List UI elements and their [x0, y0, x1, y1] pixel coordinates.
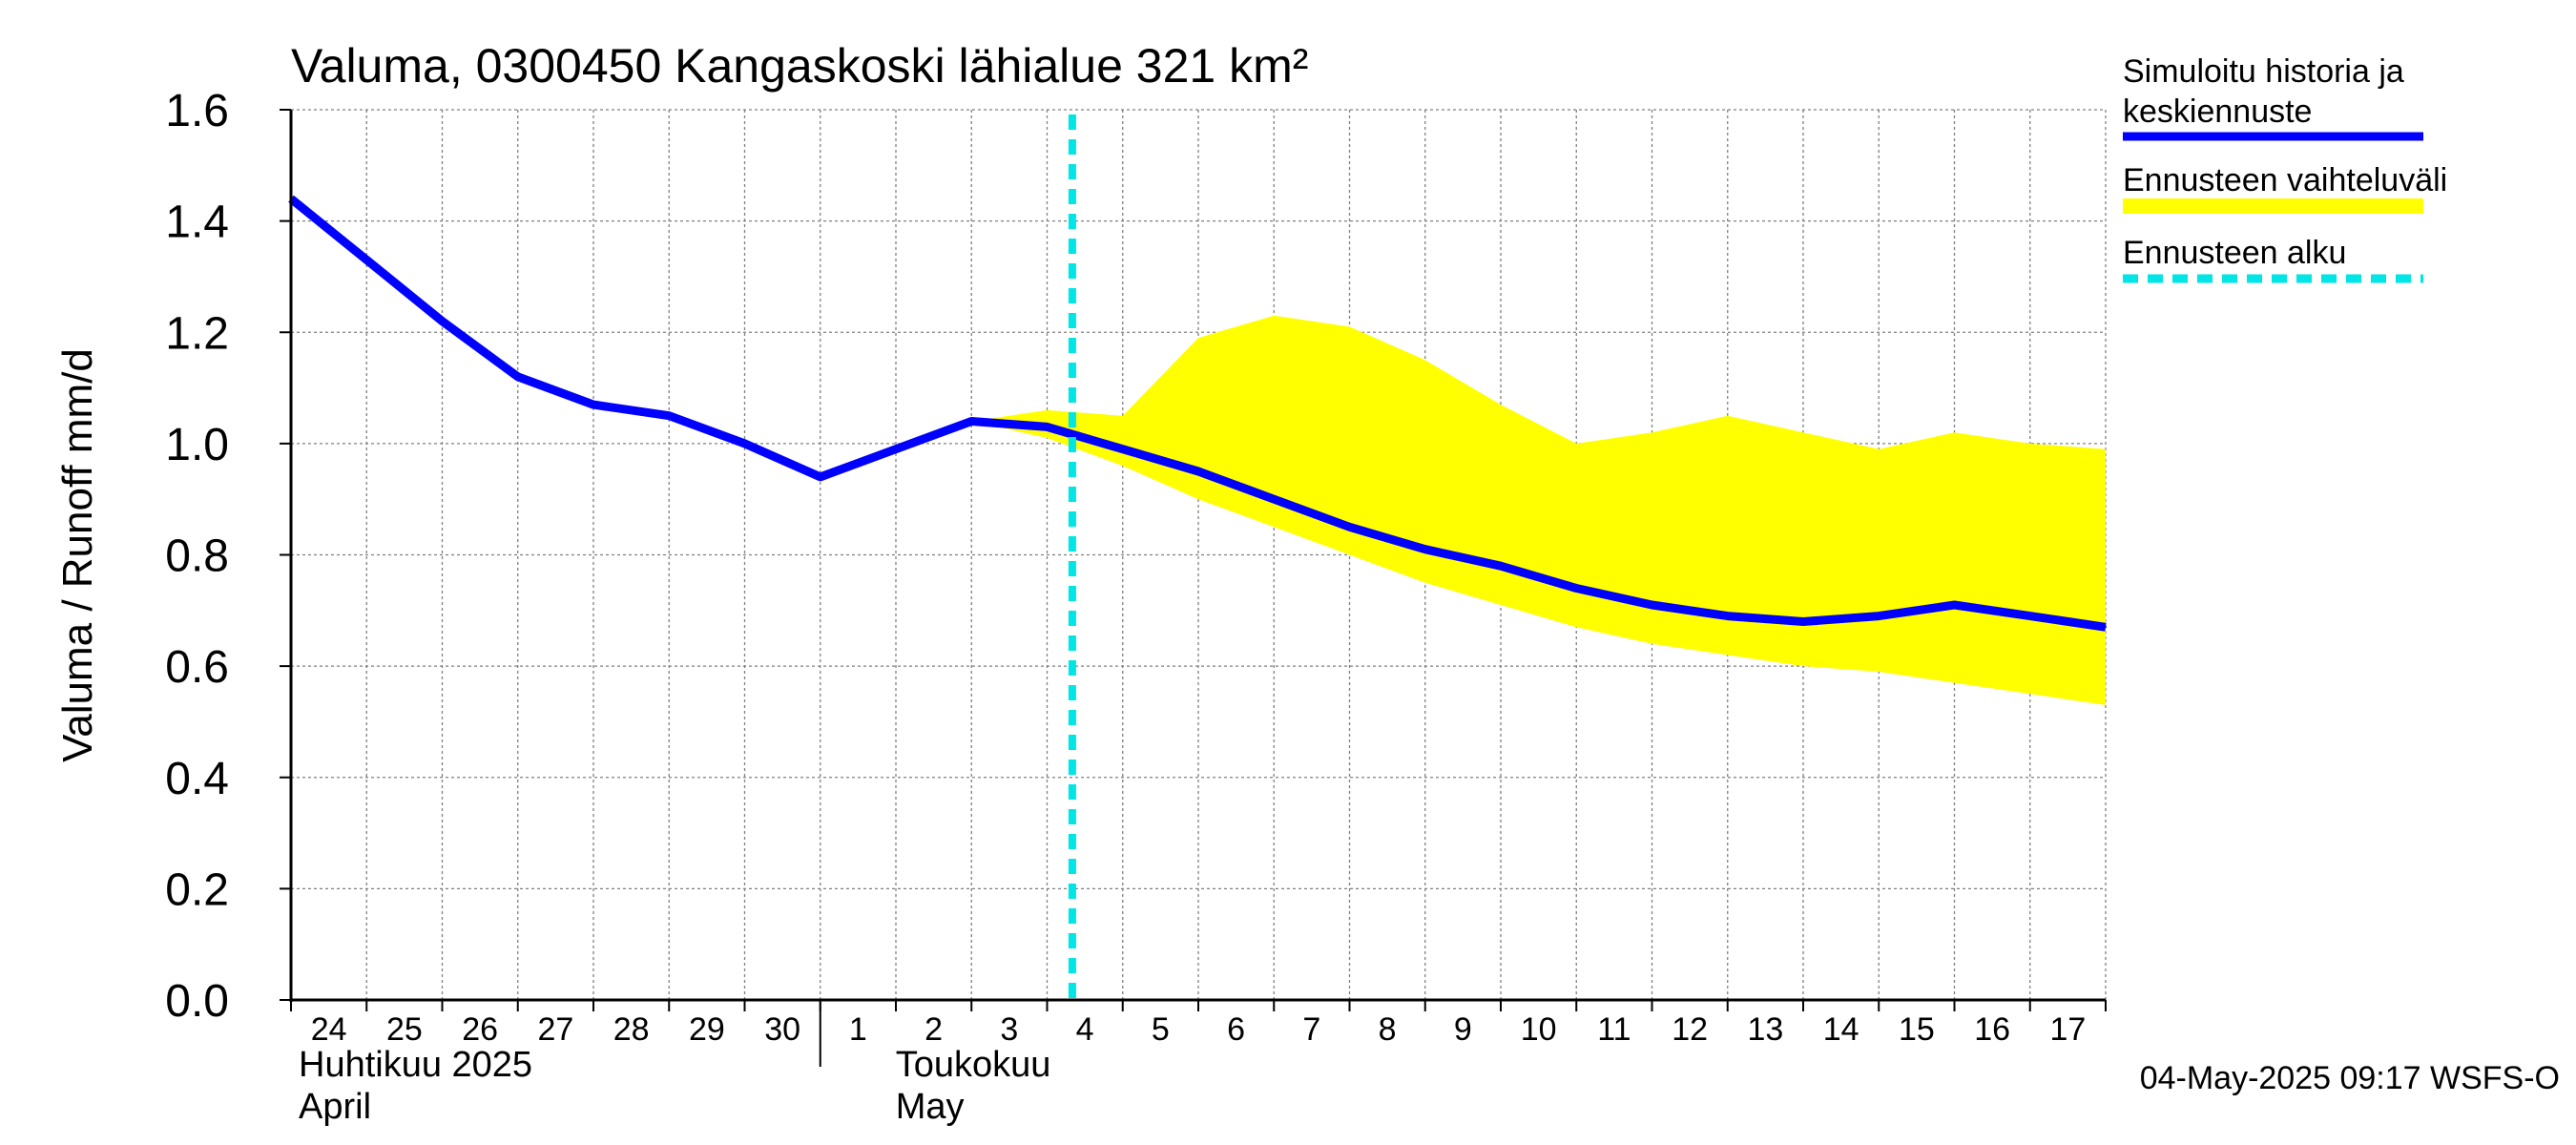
- x-tick-label: 3: [1000, 1011, 1018, 1048]
- history-point: [1197, 470, 1199, 472]
- x-tick-label: 2: [924, 1011, 943, 1048]
- history-point: [1726, 614, 1729, 617]
- x-tick-label: 28: [613, 1011, 650, 1048]
- x-tick-label: 4: [1076, 1011, 1094, 1048]
- history-point: [2028, 614, 2031, 617]
- y-tick-label: 0.6: [165, 642, 229, 693]
- legend-forecast-start-label: Ennusteen alku: [2123, 235, 2346, 271]
- legend: Simuloitu historia ja keskiennuste Ennus…: [2123, 53, 2447, 283]
- x-tick-label: 6: [1227, 1011, 1245, 1048]
- y-tick-label: 1.6: [165, 86, 229, 136]
- history-point: [1878, 614, 1880, 617]
- legend-history-label-line2: keskiennuste: [2123, 94, 2312, 130]
- x-tick-label: 16: [1974, 1011, 2010, 1048]
- history-point: [441, 320, 444, 323]
- history-point: [1273, 498, 1276, 501]
- month-label-en: April: [299, 1087, 371, 1127]
- history-point: [1348, 526, 1351, 529]
- history-point: [365, 259, 368, 261]
- axes-layer: [280, 109, 2107, 1067]
- x-tick-label: 13: [1747, 1011, 1783, 1048]
- history-point: [592, 404, 594, 406]
- y-tick-label: 1.4: [165, 198, 229, 248]
- footer-timestamp: 04-May-2025 09:17 WSFS-O: [2140, 1060, 2560, 1096]
- history-point: [1046, 426, 1049, 428]
- y-tick-label: 0.8: [165, 531, 229, 582]
- tick-label-layer: 0.00.20.40.60.81.01.21.41.624 25 26 27 28 29 3…: [165, 86, 2086, 1127]
- history-point: [743, 442, 746, 445]
- legend-history-label-line1: Simuloitu historia ja: [2123, 53, 2404, 90]
- y-tick-label: 0.0: [165, 976, 229, 1027]
- x-tick-label: 17: [2049, 1011, 2086, 1048]
- history-point: [1802, 620, 1804, 623]
- history-point: [1121, 448, 1124, 450]
- history-point: [1500, 565, 1502, 568]
- x-tick-label: 11: [1597, 1011, 1631, 1048]
- month-label-fi: Huhtikuu 2025: [299, 1045, 532, 1085]
- history-point: [895, 448, 897, 450]
- history-point: [819, 475, 821, 478]
- chart-title: Valuma, 0300450 Kangaskoski lähialue 321…: [291, 39, 1308, 93]
- x-tick-label: 8: [1379, 1011, 1397, 1048]
- x-tick-label: 25: [386, 1011, 423, 1048]
- history-point: [970, 420, 973, 423]
- x-tick-label: 26: [462, 1011, 498, 1048]
- history-point: [1651, 604, 1653, 606]
- x-tick-label: 12: [1672, 1011, 1708, 1048]
- x-tick-label: 24: [311, 1011, 347, 1048]
- forecast-range-band: [971, 315, 2106, 705]
- x-tick-label: 27: [537, 1011, 573, 1048]
- x-tick-label: 15: [1899, 1011, 1935, 1048]
- x-tick-label: 14: [1823, 1011, 1859, 1048]
- history-point: [1575, 587, 1578, 590]
- history-line-layer: [288, 114, 2107, 1000]
- range-band-layer: [971, 315, 2106, 705]
- x-tick-label: 5: [1152, 1011, 1170, 1048]
- month-label-en: May: [896, 1087, 965, 1127]
- y-tick-label: 0.4: [165, 754, 229, 804]
- y-tick-label: 0.2: [165, 864, 229, 915]
- y-axis-label: Valuma / Runoff mm/d: [54, 348, 101, 762]
- x-tick-label: 30: [764, 1011, 800, 1048]
- legend-range-label: Ennusteen vaihteluväli: [2123, 162, 2447, 198]
- history-point: [1953, 604, 1956, 606]
- history-point: [668, 414, 671, 417]
- history-point: [516, 375, 519, 378]
- x-tick-label: 29: [689, 1011, 725, 1048]
- month-label-fi: Toukokuu: [896, 1045, 1051, 1085]
- y-tick-label: 1.0: [165, 420, 229, 470]
- x-tick-label: 10: [1521, 1011, 1557, 1048]
- y-tick-label: 1.2: [165, 308, 229, 359]
- history-point: [1423, 548, 1426, 551]
- x-tick-label: 7: [1302, 1011, 1320, 1048]
- x-tick-label: 1: [849, 1011, 867, 1048]
- history-point: [2105, 626, 2107, 629]
- x-tick-label: 9: [1454, 1011, 1472, 1048]
